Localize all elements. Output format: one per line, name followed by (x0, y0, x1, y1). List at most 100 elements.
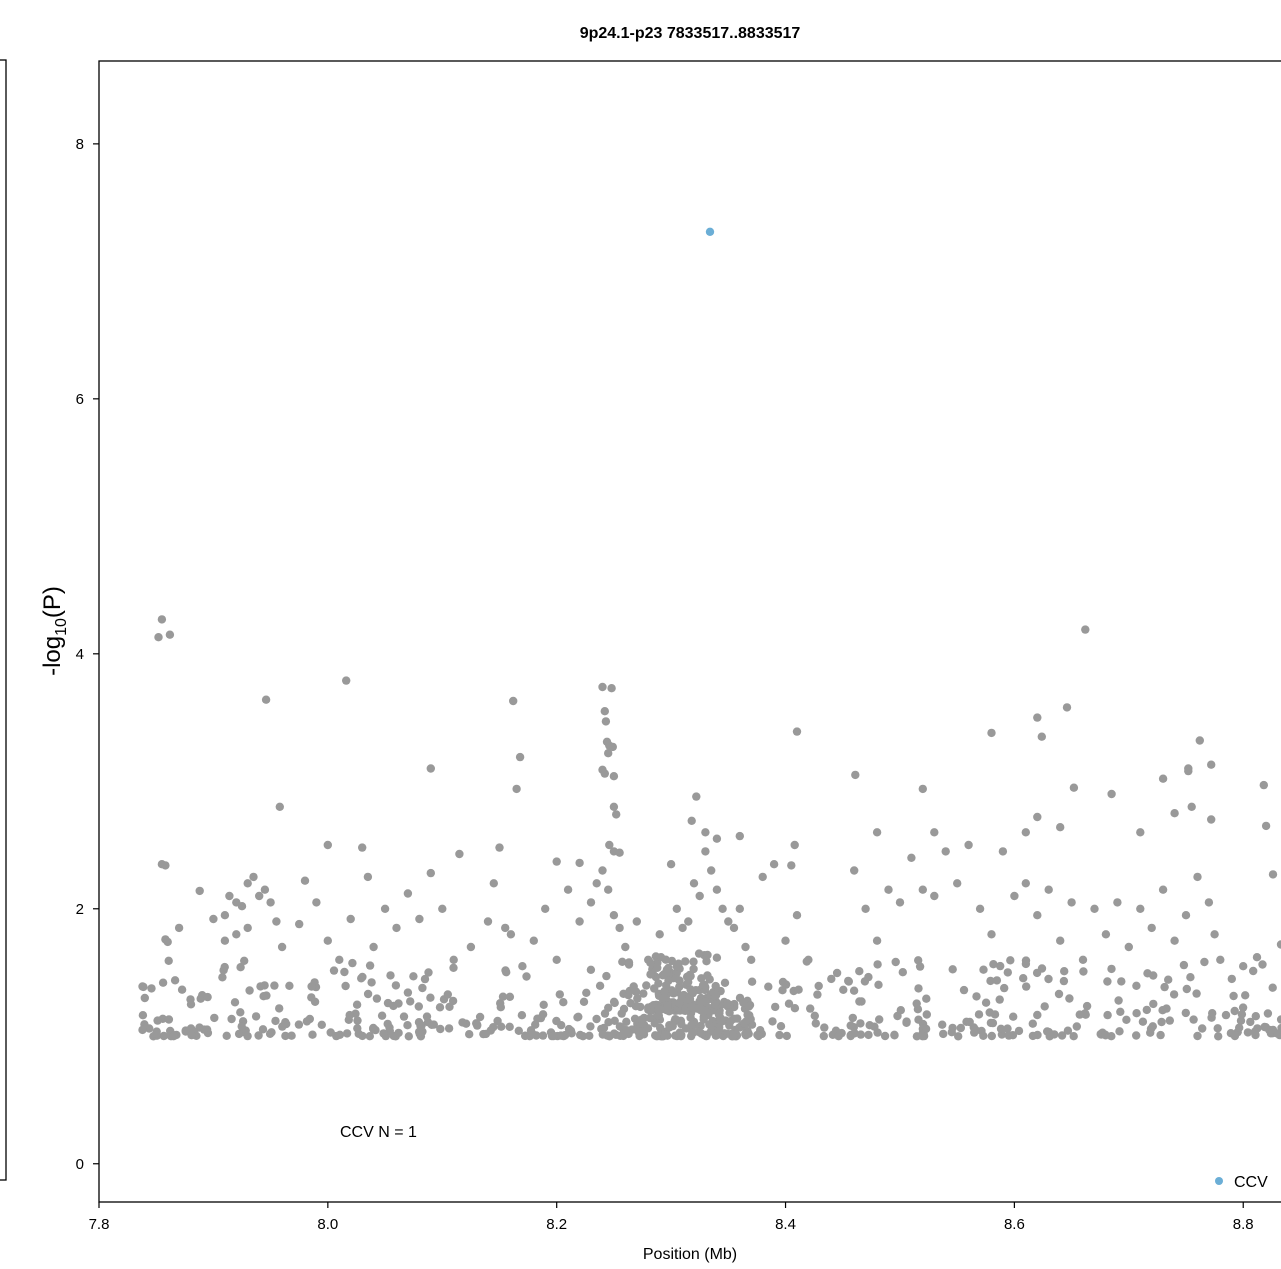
data-point (660, 987, 669, 996)
data-point (1059, 976, 1069, 986)
data-point (645, 1013, 654, 1023)
data-point (586, 1022, 595, 1031)
adjacent-panel-edge (0, 59, 7, 1181)
data-point (438, 904, 447, 913)
data-point (1235, 1023, 1244, 1032)
data-point (1198, 1024, 1207, 1033)
data-point (1237, 1010, 1247, 1019)
data-point (624, 958, 634, 967)
data-point (598, 682, 607, 692)
data-point (165, 630, 175, 639)
data-point (804, 955, 813, 964)
data-point (661, 955, 670, 964)
data-point (939, 1029, 948, 1039)
data-point (705, 1020, 714, 1029)
data-point (907, 853, 916, 862)
data-point (769, 860, 779, 869)
data-point (1142, 1005, 1152, 1015)
data-point (1181, 1008, 1191, 1018)
data-point (1249, 966, 1258, 976)
data-point (1033, 713, 1042, 722)
data-point (209, 914, 218, 924)
data-point (710, 1000, 720, 1009)
data-point (1132, 1009, 1141, 1018)
data-point (684, 917, 693, 926)
data-point (1276, 1015, 1281, 1024)
legend-ccv-label: CCV (1234, 1174, 1268, 1191)
data-point (743, 1010, 752, 1019)
data-point (1082, 1001, 1092, 1011)
data-point (342, 1029, 352, 1038)
data-point (661, 1030, 670, 1039)
data-point (505, 1022, 514, 1031)
data-point (170, 976, 180, 985)
data-point (424, 968, 433, 977)
data-point (473, 1021, 482, 1030)
x-tick-label: 8.6 (1004, 1216, 1025, 1233)
data-point (1021, 828, 1030, 837)
data-point (1081, 625, 1090, 634)
data-point (1033, 911, 1042, 920)
data-point (686, 1013, 695, 1022)
data-point (392, 923, 401, 933)
data-point (601, 717, 611, 726)
data-point (556, 1031, 566, 1040)
data-point (692, 792, 701, 801)
data-point (574, 1012, 583, 1021)
data-point (1062, 703, 1072, 712)
data-point (1268, 870, 1278, 879)
data-point (768, 1017, 777, 1026)
data-point (365, 1032, 374, 1041)
data-point (1037, 732, 1047, 741)
data-point (718, 904, 727, 913)
data-point (259, 992, 268, 1001)
data-point (669, 989, 678, 998)
data-point (612, 810, 621, 819)
data-point (277, 942, 287, 952)
data-point (1239, 962, 1248, 971)
data-point (1268, 983, 1277, 992)
data-point (631, 1025, 640, 1034)
data-point (177, 985, 187, 994)
data-point (595, 981, 605, 990)
data-point (671, 1015, 681, 1024)
data-point (615, 923, 624, 933)
data-point (701, 847, 710, 856)
y-tick-label: 2 (76, 901, 84, 918)
data-point (1056, 823, 1065, 832)
data-point (1147, 923, 1156, 933)
data-point (1132, 1031, 1141, 1040)
data-point (725, 1008, 734, 1017)
data-point (747, 955, 756, 964)
data-point (164, 956, 173, 965)
data-point (655, 930, 664, 939)
data-point (365, 961, 375, 970)
data-point (1169, 990, 1179, 999)
data-point (776, 1021, 786, 1031)
ccv-snps (705, 227, 715, 236)
data-point (672, 904, 681, 913)
data-point (1246, 1017, 1255, 1027)
data-point (1238, 1003, 1248, 1012)
data-point (880, 1031, 890, 1041)
y-axis-label-subscript: 10 (53, 618, 70, 636)
data-point (921, 1024, 931, 1034)
data-point (604, 749, 613, 758)
data-point (449, 963, 458, 972)
y-axis: 0 2 4 6 8 (76, 136, 99, 1173)
data-point (1021, 956, 1031, 965)
data-point (1069, 1032, 1078, 1041)
data-point (970, 1028, 979, 1037)
data-point (1204, 898, 1214, 907)
data-point (890, 1030, 899, 1040)
data-point (592, 879, 601, 888)
data-point (256, 982, 265, 991)
data-point (1044, 974, 1053, 984)
data-point (839, 985, 848, 994)
data-point (758, 872, 767, 882)
data-point (326, 1028, 335, 1037)
data-point (394, 999, 403, 1008)
data-point (850, 866, 859, 875)
data-point (495, 843, 504, 852)
data-point (498, 992, 508, 1001)
